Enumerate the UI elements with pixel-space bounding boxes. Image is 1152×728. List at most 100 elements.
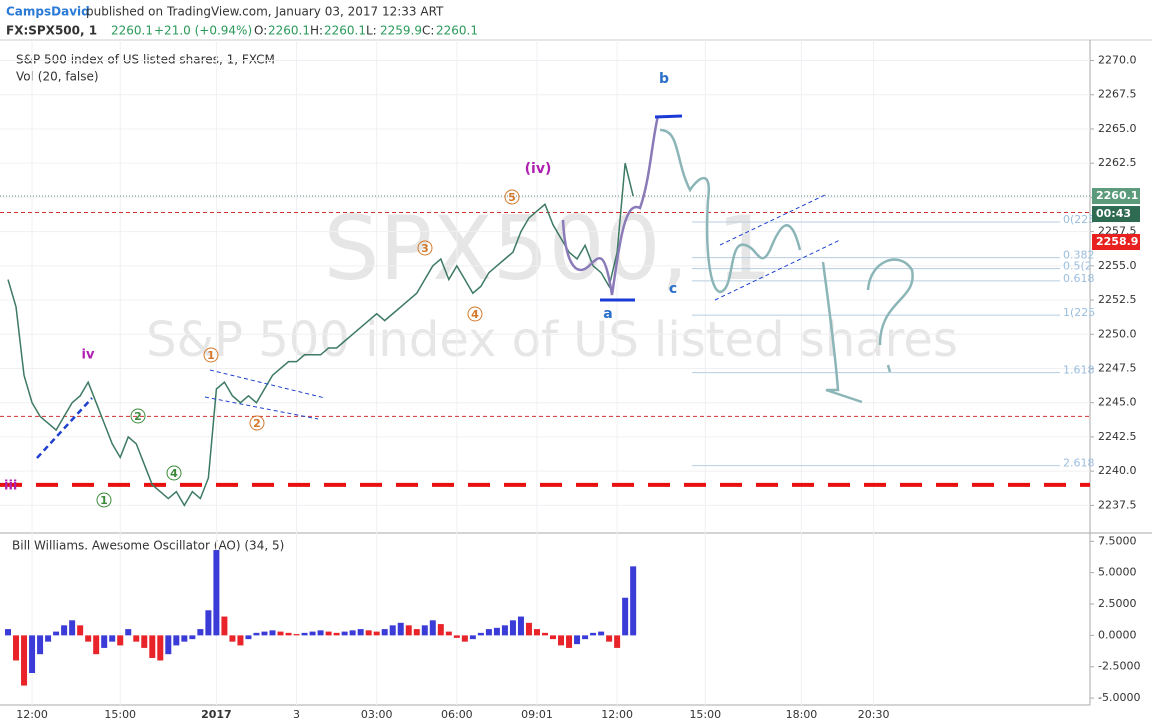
wave-path <box>561 115 660 296</box>
author[interactable]: CampsDavid <box>6 5 90 19</box>
ao-bar <box>133 635 140 642</box>
wave-label: b <box>659 71 669 87</box>
x-tick-label: 3 <box>293 708 300 721</box>
y-tick-label: 2270.0 <box>1098 54 1137 67</box>
ao-bar <box>101 635 108 648</box>
ao-bar <box>37 635 44 655</box>
ao-bar <box>614 635 621 648</box>
wave-label: 3 <box>421 242 429 255</box>
ao-bar <box>117 635 124 646</box>
ao-bar <box>517 616 524 636</box>
y-tick-label: 7.5000 <box>1098 534 1137 547</box>
wave-label: a <box>603 306 612 322</box>
wave-circle <box>467 306 483 322</box>
ao-bar <box>598 631 605 636</box>
countdown-tag-box <box>1092 206 1140 223</box>
y-tick-label: -5.0000 <box>1098 691 1140 704</box>
ao-bar <box>349 630 356 636</box>
ao-bar <box>245 635 252 640</box>
ao-bar <box>85 635 92 642</box>
y-tick-label: 2252.5 <box>1098 293 1137 306</box>
watermark-name: S&P 500 index of US listed shares <box>146 312 958 368</box>
ao-bar <box>606 635 613 642</box>
fib-label: 0.618 <box>1063 272 1095 285</box>
ao-bar <box>317 630 324 636</box>
wave-marks <box>600 114 683 302</box>
ao-bar <box>253 632 260 636</box>
open: 2260.1 <box>268 24 310 38</box>
ao-bar <box>413 629 420 636</box>
fib-label: 0(225 <box>1063 213 1095 226</box>
ao-bar <box>125 629 132 636</box>
ao-bar <box>501 625 508 636</box>
wave-label: 1 <box>100 494 108 507</box>
ao-bar <box>69 620 76 636</box>
y-tick-label: 0.0000 <box>1098 628 1137 641</box>
drawings <box>36 114 914 459</box>
ao-bar <box>574 635 581 645</box>
ao-bar <box>461 635 468 642</box>
y-tick-label: 2237.5 <box>1098 498 1137 511</box>
ao-bar <box>582 635 589 640</box>
ao-bar <box>389 625 396 636</box>
o-label: O: <box>254 24 267 38</box>
ao-bar <box>13 635 20 661</box>
fib-label: 0.382 <box>1063 249 1095 262</box>
wave-circle <box>417 240 433 256</box>
ao-bar <box>542 632 548 636</box>
ao-bar <box>365 630 372 636</box>
ao-bar <box>309 631 316 636</box>
ao-bar <box>21 635 28 686</box>
x-tick-label: 03:00 <box>361 708 393 721</box>
last-price-tag: 2260.1 <box>1096 189 1138 202</box>
wave-label: iii <box>4 479 17 494</box>
wave-circle <box>249 415 265 431</box>
wave-circle <box>504 189 520 205</box>
fib-label: 1(225 <box>1063 306 1095 319</box>
wave-label: c <box>669 281 677 297</box>
ao-bar <box>173 635 180 646</box>
y-tick-label: 2250.0 <box>1098 327 1137 340</box>
fib-label: 0.5(2 <box>1063 260 1092 273</box>
trendline <box>36 397 93 459</box>
low: 2259.9 <box>380 24 422 38</box>
ao-bar <box>477 632 484 636</box>
ao-bar <box>61 625 68 636</box>
wave-circle <box>203 347 219 363</box>
high: 2260.1 <box>324 24 366 38</box>
ao-bar <box>277 631 284 636</box>
fib-label: 1.618 <box>1063 364 1095 377</box>
wave-circle <box>96 492 112 508</box>
ao-bar <box>397 622 404 636</box>
ao-bar <box>381 629 388 636</box>
h-label: H: <box>310 24 323 38</box>
wave-label: 5 <box>508 191 516 204</box>
ao-bar <box>237 635 244 646</box>
watermark-symbol: SPX500, 1 <box>323 197 772 300</box>
y-tick-label: 2242.5 <box>1098 430 1137 443</box>
y-tick-label: 2267.5 <box>1098 88 1137 101</box>
ao-bar <box>445 631 452 636</box>
ao-bar <box>261 631 268 636</box>
ao-bar <box>622 597 629 636</box>
ao-bar <box>93 635 100 655</box>
freehand <box>659 128 914 404</box>
countdown-tag: 00:43 <box>1096 207 1131 220</box>
wave-label: 2 <box>134 410 142 423</box>
ao-bar <box>141 635 148 648</box>
ao-bar <box>485 629 492 636</box>
ao-bar <box>221 616 228 636</box>
wave-label: 4 <box>170 467 178 480</box>
x-tick-label: 2017 <box>201 708 232 721</box>
ao-bar <box>405 625 412 636</box>
fib-label: 2.618 <box>1063 457 1095 470</box>
ao-bar <box>357 629 364 636</box>
last: 2260.1 <box>111 24 153 38</box>
y-tick-label: 5.0000 <box>1098 566 1137 579</box>
ao-bar <box>469 635 476 640</box>
ao-bar <box>453 635 460 638</box>
wave-circle <box>130 408 146 424</box>
channel <box>714 194 841 301</box>
